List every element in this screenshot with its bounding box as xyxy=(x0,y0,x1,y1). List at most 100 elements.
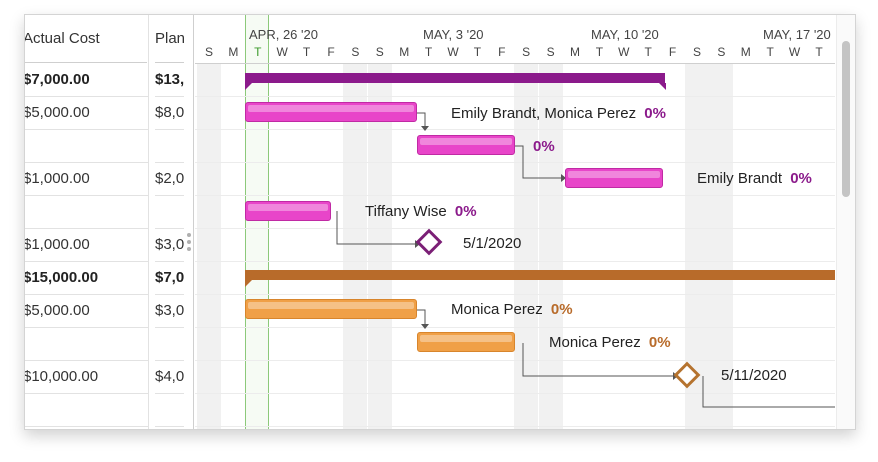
day-label: S xyxy=(692,45,701,59)
day-label: S xyxy=(717,45,726,59)
day-label: F xyxy=(498,45,506,59)
day-label: F xyxy=(327,45,335,59)
progress-value: 0% xyxy=(648,334,671,351)
planned-cost-cell[interactable] xyxy=(155,130,184,163)
weekend-shading xyxy=(197,63,221,429)
column-header-actual-cost[interactable]: Actual Cost xyxy=(25,15,147,63)
day-label: T xyxy=(766,45,774,59)
dependency-link xyxy=(336,211,417,245)
planned-cost-cell[interactable]: $13,000.00 xyxy=(155,64,184,97)
week-label: APR, 26 '20 xyxy=(249,27,318,42)
row-divider xyxy=(195,426,835,427)
planned-cost-cell[interactable]: $3,000.00 xyxy=(155,229,184,262)
row-divider xyxy=(195,162,835,163)
day-label: T xyxy=(595,45,604,59)
actual-cost-cell[interactable] xyxy=(25,130,148,163)
dependency-link xyxy=(417,309,426,325)
row-divider xyxy=(195,327,835,328)
actual-cost-cell[interactable] xyxy=(25,328,148,361)
task-bar[interactable] xyxy=(417,332,515,352)
progress-value: 0% xyxy=(533,138,555,155)
milestone-marker[interactable] xyxy=(415,228,443,256)
progress-value: 0% xyxy=(550,301,573,318)
planned-cost-cell[interactable] xyxy=(155,328,184,361)
milestone-date: 5/11/2020 xyxy=(721,367,787,384)
task-bar[interactable] xyxy=(417,135,515,155)
weekend-shading xyxy=(538,63,563,429)
actual-cost-cell[interactable]: $1,000.00 xyxy=(25,163,148,196)
day-label: W xyxy=(276,45,288,59)
column-divider[interactable] xyxy=(148,15,149,429)
actual-cost-cell[interactable]: $7,000.00 xyxy=(25,64,148,97)
vertical-scrollbar[interactable] xyxy=(836,15,855,429)
actual-cost-cell[interactable]: $1,000.00 xyxy=(25,229,148,262)
row-divider xyxy=(195,393,835,394)
column-header-planned-cost[interactable]: Planned Cost xyxy=(155,15,184,63)
day-label: T xyxy=(815,45,823,59)
task-label: Emily Brandt, Monica Perez 0% xyxy=(451,105,666,123)
task-label: Tiffany Wise 0% xyxy=(365,203,477,221)
actual-cost-cell[interactable]: $5,000.00 xyxy=(25,97,148,130)
planned-cost-cell[interactable] xyxy=(155,394,184,427)
actual-cost-cell[interactable]: $15,000.00 xyxy=(25,262,148,295)
day-label: T xyxy=(644,45,652,59)
dependency-lines xyxy=(336,112,835,408)
day-label: F xyxy=(668,45,677,59)
summary-bar[interactable] xyxy=(245,73,665,90)
day-label: S xyxy=(351,45,360,59)
splitter-grip-dot[interactable] xyxy=(187,240,191,244)
row-divider xyxy=(195,195,835,196)
row-divider xyxy=(195,96,835,97)
actual-cost-cell[interactable] xyxy=(25,394,148,427)
summary-bar-end xyxy=(659,83,666,90)
planned-cost-cell[interactable]: $7,000.00 xyxy=(155,262,184,295)
task-bar[interactable] xyxy=(245,299,417,319)
gantt-widget: Actual Cost Planned Cost $7,000.00$13,00… xyxy=(24,14,856,430)
scrollbar-thumb[interactable] xyxy=(842,41,850,197)
splitter-grip-dot[interactable] xyxy=(187,247,191,251)
planned-cost-cell[interactable]: $3,000.00 xyxy=(155,295,184,328)
day-label: S xyxy=(522,45,531,59)
task-bar[interactable] xyxy=(565,168,663,188)
planned-cost-cell[interactable]: $4,000.00 xyxy=(155,361,184,394)
day-label: M xyxy=(570,45,580,59)
actual-cost-cell[interactable]: $10,000.00 xyxy=(25,361,148,394)
dependency-link xyxy=(417,112,426,127)
planned-cost-cell[interactable] xyxy=(155,196,184,229)
summary-bar[interactable] xyxy=(245,270,835,287)
week-label: MAY, 10 '20 xyxy=(591,27,659,42)
actual-cost-cell[interactable]: $5,000.00 xyxy=(25,295,148,328)
dependency-link xyxy=(522,343,675,377)
header-divider xyxy=(195,63,835,64)
actual-cost-cell[interactable] xyxy=(25,196,148,229)
day-label: M xyxy=(740,45,751,59)
splitter-grip-dot[interactable] xyxy=(187,233,191,237)
planned-cost-cell[interactable]: $2,000.00 xyxy=(155,163,184,196)
row-divider xyxy=(195,228,835,229)
dependency-link xyxy=(702,376,835,408)
resource-names: Emily Brandt, Monica Perez xyxy=(451,105,637,122)
task-label: Monica Perez 0% xyxy=(451,301,573,319)
resource-names: Tiffany Wise xyxy=(365,203,447,220)
planned-cost-cell[interactable]: $8,000.00 xyxy=(155,97,184,130)
dependency-arrow xyxy=(561,174,566,182)
milestone-marker[interactable] xyxy=(673,361,701,389)
dependency-arrow xyxy=(421,324,429,329)
dependency-link xyxy=(515,145,563,179)
task-label: Emily Brandt 0% xyxy=(697,170,812,188)
day-label: S xyxy=(375,45,384,59)
pane-splitter[interactable] xyxy=(184,15,194,429)
day-label: W xyxy=(788,45,801,59)
weekend-shading xyxy=(343,63,368,429)
resource-names: Emily Brandt xyxy=(697,170,783,187)
milestone-date: 5/1/2020 xyxy=(463,235,522,252)
weekend-shading xyxy=(514,63,539,429)
task-bar[interactable] xyxy=(245,102,417,122)
task-label: Monica Perez 0% xyxy=(549,334,671,352)
task-grid: Actual Cost Planned Cost $7,000.00$13,00… xyxy=(25,15,185,429)
task-bar[interactable] xyxy=(245,201,331,221)
progress-value: 0% xyxy=(790,170,812,187)
day-label: M xyxy=(228,45,239,59)
day-label: T xyxy=(424,45,433,59)
day-label: T xyxy=(254,45,262,59)
